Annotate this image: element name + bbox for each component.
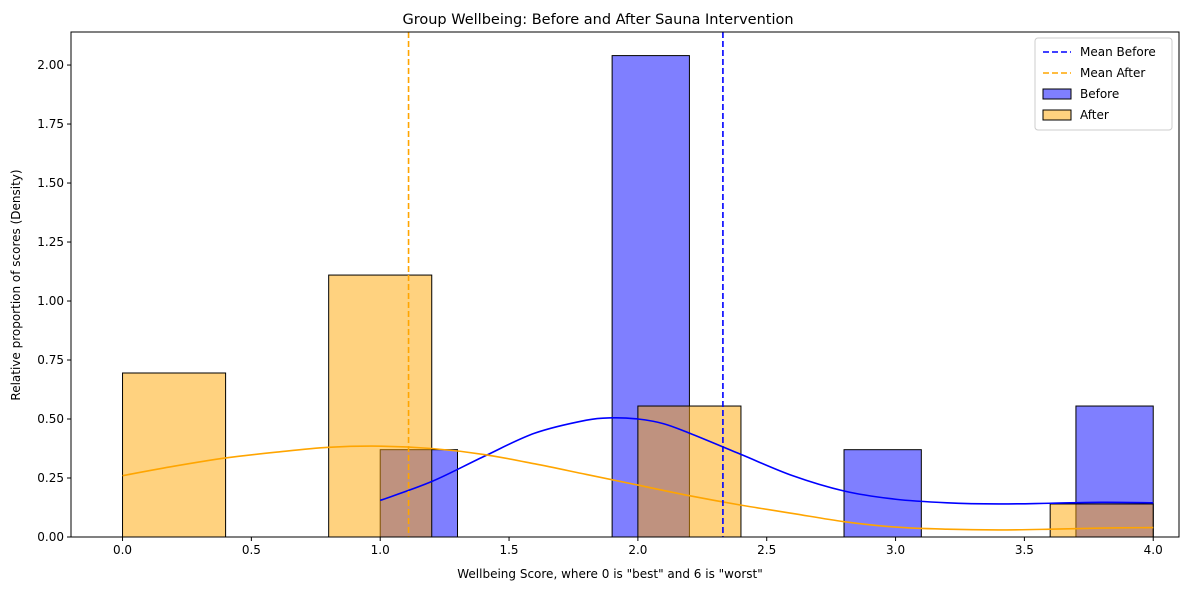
bar-after-3 bbox=[1049, 503, 1154, 538]
bar-after-2 bbox=[637, 405, 742, 538]
kde-curve-before bbox=[379, 416, 1154, 505]
x-tick-label: 0.5 bbox=[242, 543, 261, 557]
x-tick-label: 3.5 bbox=[1015, 543, 1034, 557]
y-tick-label: 2.00 bbox=[37, 58, 64, 72]
x-ticks: 0.0 0.5 1.0 1.5 2.0 2.5 3.0 3.5 4.0 bbox=[113, 537, 1163, 557]
mean-lines-layer bbox=[407, 32, 724, 537]
y-tick-label: 1.75 bbox=[37, 117, 64, 131]
bar-after-1 bbox=[328, 274, 433, 538]
y-tick-label: 1.25 bbox=[37, 235, 64, 249]
legend: Mean Before Mean After Before After bbox=[1034, 37, 1173, 131]
y-tick-label: 0.00 bbox=[37, 530, 64, 544]
bars-layer bbox=[122, 55, 1154, 538]
x-tick-label: 3.0 bbox=[886, 543, 905, 557]
y-tick-label: 1.50 bbox=[37, 176, 64, 190]
y-tick-label: 0.50 bbox=[37, 412, 64, 426]
x-tick-label: 0.0 bbox=[113, 543, 132, 557]
legend-swatch-after bbox=[1042, 109, 1072, 121]
legend-box bbox=[1034, 37, 1173, 131]
legend-label: Mean After bbox=[1080, 66, 1145, 80]
x-tick-label: 2.5 bbox=[757, 543, 776, 557]
y-tick-label: 1.00 bbox=[37, 294, 64, 308]
axes-layer bbox=[70, 31, 1180, 538]
chart-title: Group Wellbeing: Before and After Sauna … bbox=[402, 12, 793, 28]
legend-label: Before bbox=[1080, 87, 1119, 101]
axes-frame bbox=[70, 31, 1180, 538]
x-tick-label: 2.0 bbox=[628, 543, 647, 557]
y-axis-label: Relative proportion of scores (Density) bbox=[9, 169, 23, 400]
y-tick-label: 0.75 bbox=[37, 353, 64, 367]
y-ticks: 0.00 0.25 0.50 0.75 1.00 1.25 1.50 1.75 2.00 bbox=[37, 58, 71, 544]
legend-swatch-before bbox=[1042, 88, 1072, 100]
legend-label: After bbox=[1080, 108, 1109, 122]
legend-label: Mean Before bbox=[1080, 45, 1156, 59]
kde-layer bbox=[122, 416, 1154, 531]
x-tick-label: 1.5 bbox=[499, 543, 518, 557]
kde-curve-after bbox=[122, 445, 1154, 531]
x-tick-label: 1.0 bbox=[371, 543, 390, 557]
x-axis-label: Wellbeing Score, where 0 is "best" and 6… bbox=[457, 567, 762, 581]
x-tick-label: 4.0 bbox=[1144, 543, 1163, 557]
y-tick-label: 0.25 bbox=[37, 471, 64, 485]
bar-after-0 bbox=[122, 372, 227, 538]
